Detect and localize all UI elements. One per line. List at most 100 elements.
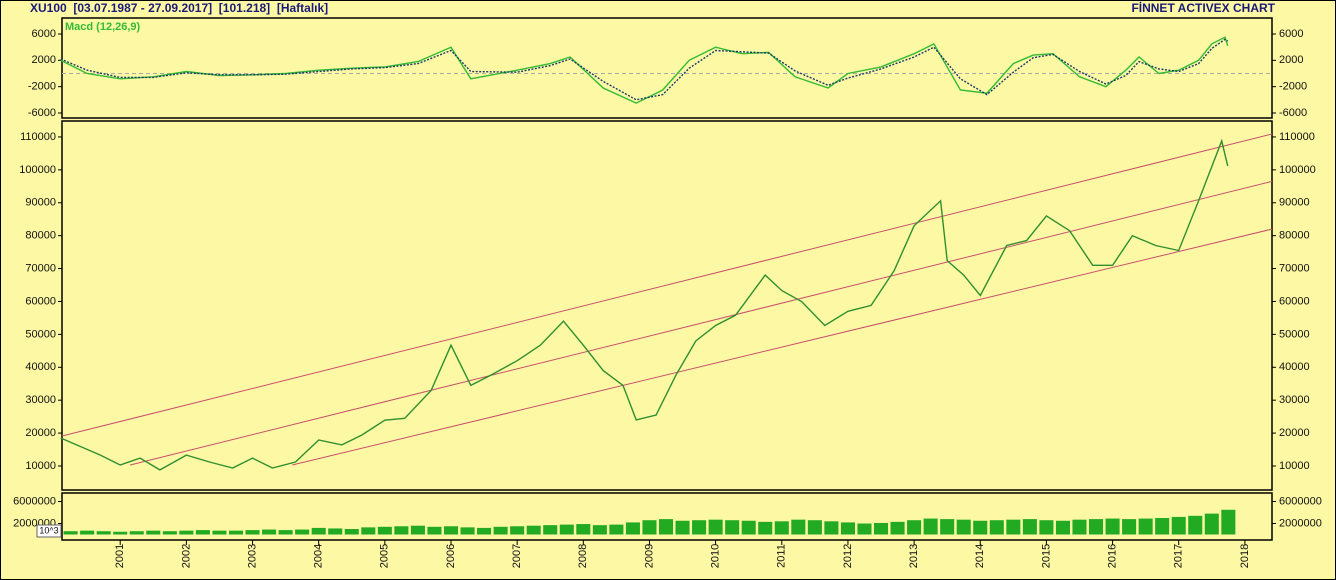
- x-tick-label: 2005: [379, 544, 391, 568]
- bar: [361, 527, 376, 535]
- bar: [344, 529, 359, 535]
- bar: [940, 519, 955, 535]
- legend-label: Macd (12,26,9): [65, 21, 141, 33]
- bar: [80, 530, 95, 535]
- bar: [989, 520, 1004, 535]
- x-tick-label: 2012: [842, 544, 854, 568]
- bar: [1204, 513, 1219, 535]
- bar: [63, 531, 78, 535]
- bar: [328, 528, 343, 535]
- bar: [195, 530, 210, 535]
- bar: [1122, 519, 1137, 535]
- bar: [840, 522, 855, 535]
- x-tick-label: 2004: [313, 544, 325, 568]
- y-tick-label: 2000: [32, 54, 56, 66]
- bar: [592, 525, 607, 535]
- bar: [278, 530, 293, 535]
- bar: [228, 530, 244, 535]
- bar: [146, 530, 161, 535]
- bar: [510, 526, 525, 535]
- bar: [807, 520, 822, 535]
- y-tick-label: 2000: [1279, 54, 1303, 66]
- chart-title: XU100 [03.07.1987 - 27.09.2017] [101.218…: [30, 1, 328, 15]
- bar: [311, 527, 326, 535]
- x-tick-label: 2001: [114, 544, 126, 568]
- y-tick-label: -6000: [28, 107, 56, 119]
- bar: [1088, 519, 1104, 535]
- y-tick-label: 80000: [25, 230, 56, 242]
- bar: [1022, 519, 1037, 535]
- y-tick-label: 60000: [25, 295, 56, 307]
- bar: [262, 529, 277, 535]
- unit-box: [36, 524, 62, 538]
- y-tick-label: 20000: [25, 427, 56, 439]
- bar: [1188, 515, 1203, 535]
- x-tick-label: 2014: [974, 544, 986, 568]
- bar: [179, 530, 194, 535]
- y-tick-label: 6000: [1279, 28, 1303, 40]
- y-tick-label: 70000: [25, 262, 56, 274]
- channel-line: [130, 180, 1273, 466]
- brand: FİNNET ACTIVEX CHART: [1131, 0, 1275, 15]
- bar: [873, 522, 889, 535]
- y-tick-label: 90000: [1279, 197, 1310, 209]
- x-tick-label: 2009: [643, 544, 655, 568]
- bar: [791, 519, 806, 535]
- bar: [1171, 516, 1186, 535]
- line: [60, 138, 1229, 471]
- x-tick-label: 2018: [1239, 544, 1251, 568]
- y-tick-label: 60000: [1279, 295, 1310, 307]
- y-tick-label: 20000: [1279, 427, 1310, 439]
- channel-line: [292, 228, 1273, 466]
- line: [60, 38, 1229, 101]
- bar: [890, 521, 905, 535]
- bar: [692, 520, 707, 535]
- y-tick-label: 40000: [25, 361, 56, 373]
- y-tick-label: 6000: [32, 28, 56, 40]
- bar: [625, 522, 640, 535]
- bar: [609, 524, 624, 535]
- y-tick-label: -6000: [1279, 107, 1307, 119]
- x-tick-label: 2015: [1040, 544, 1052, 568]
- bar: [295, 529, 310, 535]
- bar: [642, 520, 657, 535]
- bar: [377, 526, 392, 535]
- bar: [857, 523, 872, 535]
- bar: [526, 525, 541, 535]
- y-tick-label: 50000: [25, 328, 56, 340]
- bar: [708, 519, 723, 535]
- bar: [443, 526, 459, 535]
- panel-frame: [61, 492, 1273, 541]
- x-tick-label: 2002: [180, 544, 192, 568]
- bar: [824, 521, 839, 535]
- bar: [245, 530, 260, 535]
- bar: [427, 526, 442, 535]
- y-tick-label: 70000: [1279, 262, 1310, 274]
- channel-line: [61, 133, 1273, 437]
- bar: [576, 524, 591, 535]
- bar: [129, 531, 144, 535]
- y-tick-label: 80000: [1279, 230, 1310, 242]
- line: [60, 36, 1229, 104]
- bar: [1039, 520, 1054, 535]
- x-tick-label: 2017: [1173, 544, 1185, 568]
- bar: [907, 520, 922, 535]
- bar: [1006, 519, 1021, 535]
- bar: [956, 519, 971, 535]
- bar: [162, 531, 177, 535]
- bar: [96, 531, 111, 535]
- x-tick-label: 2006: [445, 544, 457, 568]
- bar: [1221, 509, 1236, 535]
- y-tick-label: 2000000: [1279, 517, 1322, 529]
- bar: [543, 525, 558, 535]
- x-tick-label: 2008: [577, 544, 589, 568]
- bar: [212, 530, 227, 535]
- bar: [1072, 519, 1087, 535]
- bar: [675, 520, 690, 535]
- y-tick-label: 30000: [25, 394, 56, 406]
- y-tick-label: 100000: [19, 164, 56, 176]
- bar: [774, 521, 789, 535]
- bar: [460, 527, 475, 535]
